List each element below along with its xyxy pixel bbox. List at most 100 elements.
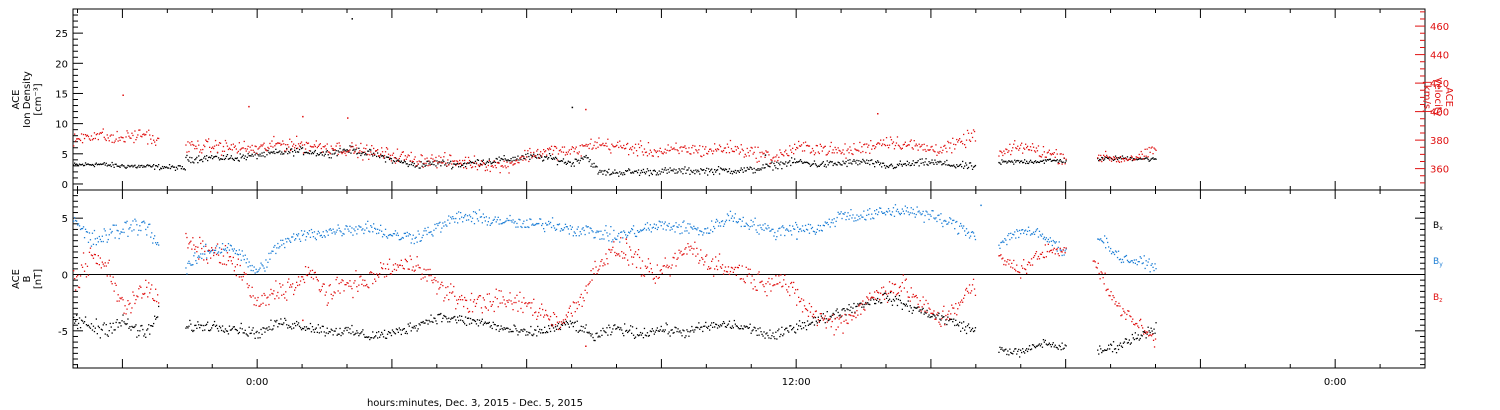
density-point — [353, 148, 355, 150]
bx-point — [414, 327, 416, 329]
by-point — [601, 238, 603, 240]
density-point — [960, 163, 962, 166]
density-point — [389, 157, 392, 159]
velocity-point — [687, 151, 689, 153]
density-point — [1051, 160, 1053, 162]
density-point — [667, 168, 669, 171]
density-point — [161, 165, 164, 168]
velocity-point — [766, 151, 768, 153]
by-point — [723, 223, 726, 225]
density-point — [1138, 158, 1140, 160]
bz-point — [152, 298, 154, 300]
bx-point — [736, 325, 738, 327]
by-point — [1013, 234, 1015, 236]
velocity-point — [499, 172, 501, 174]
density-point — [360, 154, 362, 157]
by-point — [186, 273, 188, 275]
by-point — [415, 236, 417, 238]
density-point — [160, 167, 162, 169]
bx-point — [635, 327, 638, 330]
bx-point — [224, 328, 227, 330]
bx-point — [756, 334, 758, 336]
velocity-point — [436, 167, 438, 169]
velocity-point — [443, 156, 445, 158]
velocity-point — [1023, 147, 1025, 149]
by-point — [297, 233, 300, 235]
bx-point — [451, 317, 453, 319]
density-point — [642, 168, 645, 171]
by-point — [284, 246, 286, 249]
by-point — [84, 228, 87, 230]
bx-point — [219, 327, 222, 329]
density-point — [500, 157, 502, 160]
velocity-point — [117, 140, 119, 142]
by-point — [483, 216, 485, 219]
bx-point — [1128, 339, 1130, 341]
bz-point — [237, 258, 239, 260]
density-point — [857, 164, 859, 166]
bz-point — [101, 261, 103, 263]
by-point — [949, 217, 951, 219]
bx-point — [572, 325, 574, 328]
density-point — [699, 173, 701, 175]
bz-point — [145, 279, 147, 281]
by-point — [821, 230, 823, 232]
bz-point — [466, 307, 469, 310]
velocity-point — [290, 149, 292, 152]
by-point — [479, 216, 482, 218]
density-point — [727, 170, 730, 173]
density-point — [925, 158, 927, 160]
bx-point — [693, 331, 695, 333]
bz-point — [84, 263, 87, 265]
velocity-point — [76, 138, 78, 140]
by-point — [588, 232, 590, 234]
density-point — [420, 161, 422, 163]
density-point — [133, 165, 135, 167]
by-point — [628, 231, 630, 233]
bx-point — [584, 327, 586, 329]
density-point — [1059, 159, 1061, 161]
bx-point — [498, 330, 500, 332]
density-point — [951, 164, 953, 167]
density-point — [300, 147, 303, 150]
bz-point — [106, 275, 108, 277]
bx-point — [548, 327, 551, 330]
velocity-point — [147, 143, 149, 145]
by-point — [208, 250, 210, 252]
density-point — [128, 165, 130, 167]
bx-point — [473, 319, 476, 322]
bx-point — [721, 323, 724, 325]
by-point — [854, 217, 856, 219]
velocity-point — [410, 151, 412, 154]
bx-point — [1110, 343, 1112, 345]
bx-point — [552, 327, 555, 329]
bx-point — [387, 331, 390, 333]
bx-point — [80, 319, 83, 321]
bz-point — [467, 311, 470, 313]
bz-point — [260, 303, 262, 305]
density-point — [325, 151, 327, 153]
bz-point — [225, 264, 228, 266]
velocity-point — [852, 153, 854, 156]
density-point — [1117, 157, 1120, 159]
density-point — [461, 164, 463, 166]
velocity-point — [201, 152, 203, 154]
by-point — [938, 214, 940, 216]
density-point — [835, 163, 837, 166]
density-point — [842, 160, 844, 162]
density-point — [451, 168, 453, 170]
by-point — [537, 223, 539, 225]
bx-point — [545, 332, 547, 334]
by-point — [405, 235, 407, 237]
by-point — [1109, 250, 1111, 252]
by-point — [626, 236, 628, 238]
by-point — [282, 239, 284, 241]
density-point — [480, 163, 483, 166]
bx-point — [703, 325, 705, 327]
by-point — [682, 221, 684, 223]
by-point — [965, 228, 968, 230]
density-point — [135, 166, 137, 169]
bz-point — [588, 282, 590, 285]
by-point — [379, 229, 381, 231]
bx-point — [212, 324, 214, 327]
